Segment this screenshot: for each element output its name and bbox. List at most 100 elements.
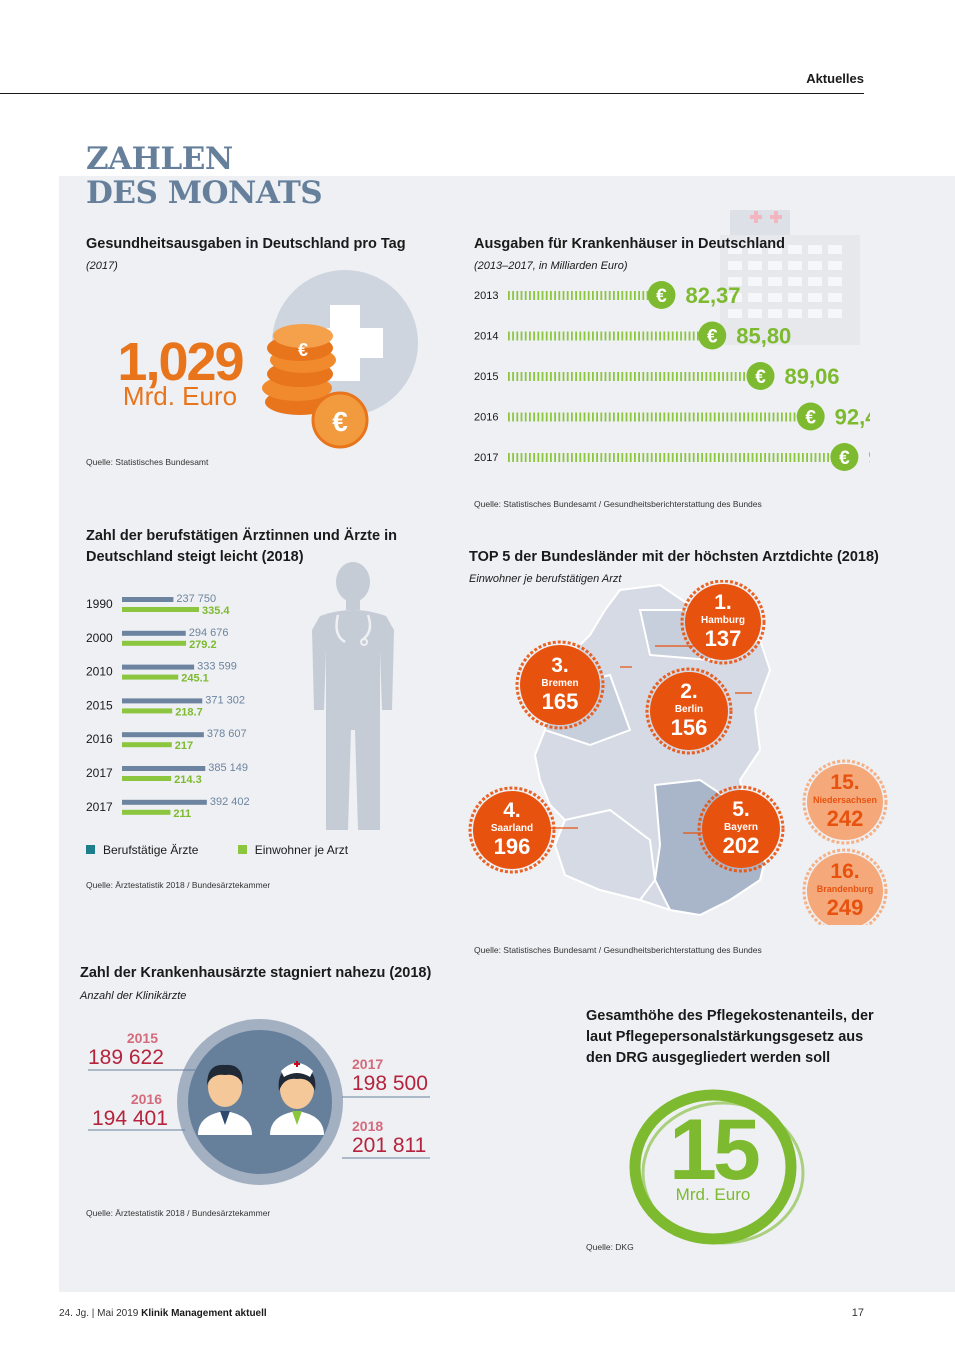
badge-name: Bremen bbox=[541, 678, 578, 689]
badge-value: 202 bbox=[723, 833, 760, 858]
hosp-bar bbox=[508, 412, 800, 422]
residents-value-label: 214.3 bbox=[174, 774, 202, 786]
section-label: Aktuelles bbox=[806, 71, 864, 86]
badge-rank: 16. bbox=[830, 860, 859, 883]
female-nurse-icon bbox=[270, 1061, 324, 1135]
hospital-spend-sub: (2013–2017, in Milliarden Euro) bbox=[474, 260, 628, 272]
badge-rank: 1. bbox=[714, 591, 732, 614]
euro-symbol-icon: € bbox=[755, 367, 766, 388]
euro-symbol-icon: € bbox=[805, 408, 816, 429]
health-spend-sub: (2017) bbox=[86, 260, 118, 272]
hosp-year-label: 2014 bbox=[474, 331, 498, 343]
residents-value-label: 335.4 bbox=[202, 605, 230, 617]
doctors-heading: Zahl der berufstätigen Ärztinnen und Ärz… bbox=[86, 526, 397, 568]
badge-rank: 2. bbox=[680, 680, 698, 703]
hosp-year-label: 2016 bbox=[474, 412, 498, 424]
badge-name: Brandenburg bbox=[817, 884, 874, 894]
residents-value-label: 245.1 bbox=[181, 673, 209, 685]
legend-swatch-residents bbox=[237, 845, 247, 854]
doctors-value-label: 333 599 bbox=[197, 661, 237, 673]
clinic-value-2015: 189 622 bbox=[88, 1046, 164, 1069]
male-doctor-icon bbox=[198, 1064, 252, 1135]
hosp-value-label: 85,80 bbox=[736, 324, 791, 349]
badge-rank: 4. bbox=[503, 799, 521, 822]
doctors-bar bbox=[122, 597, 174, 602]
health-spend-graphic: € € 1,029 Mrd. Euro bbox=[117, 270, 418, 449]
top5-sub: Einwohner je berufstätigen Arzt bbox=[469, 573, 622, 585]
doctors-value-label: 392 402 bbox=[210, 796, 250, 808]
doctors-year-label: 2000 bbox=[86, 631, 113, 645]
clinic-value-2016: 194 401 bbox=[92, 1107, 168, 1130]
hosp-value-label: 94,73 bbox=[868, 445, 870, 470]
title-line-2: DES MONATS bbox=[86, 175, 323, 211]
doctors-value-label: 385 149 bbox=[208, 762, 248, 774]
doctors-value-label: 378 607 bbox=[207, 728, 247, 740]
legend-label-residents: Einwohner je Arzt bbox=[254, 843, 349, 857]
badge-name: Hamburg bbox=[701, 615, 745, 626]
hosp-year-label: 2013 bbox=[474, 290, 498, 302]
badge-rank: 3. bbox=[551, 654, 569, 677]
care-ring bbox=[629, 1089, 797, 1245]
hosp-value-label: 92,45 bbox=[835, 405, 870, 430]
clinic-sub: Anzahl der Klinikärzte bbox=[80, 990, 187, 1002]
badge-value: 156 bbox=[671, 715, 708, 740]
residents-value-label: 217 bbox=[175, 740, 193, 752]
badge-name: Niedersachsen bbox=[813, 795, 877, 805]
doctors-bar bbox=[122, 799, 207, 805]
care-value: 15 bbox=[669, 1102, 759, 1198]
doctors-year-label: 1990 bbox=[86, 597, 113, 611]
badge-value: 242 bbox=[827, 806, 864, 831]
doctors-value-label: 237 750 bbox=[176, 593, 216, 605]
badge-value: 249 bbox=[827, 895, 864, 920]
doctors-bar bbox=[122, 766, 206, 771]
doctors-bar bbox=[122, 698, 203, 704]
clinic-year-2016: 2016 bbox=[131, 1091, 162, 1107]
health-spend-value: 1,029 bbox=[117, 332, 243, 392]
euro-symbol-icon: € bbox=[656, 286, 667, 307]
hospital-spend-chart: 2013 €82,37 2014 €85,80 2015 €89,06 2016 €92,45… bbox=[474, 281, 870, 471]
hosp-year-label: 2017 bbox=[474, 452, 498, 464]
doctors-year-label: 2015 bbox=[86, 698, 113, 712]
residents-bar bbox=[122, 708, 173, 714]
clinic-value-2017: 198 500 bbox=[352, 1072, 428, 1095]
doctors-year-label: 2017 bbox=[86, 766, 113, 780]
badge-value: 196 bbox=[494, 834, 531, 859]
clinic-circle-inner bbox=[188, 1030, 332, 1174]
doctors-heading-line-1: Zahl der berufstätigen Ärztinnen und Ärz… bbox=[86, 528, 397, 544]
care-source: Quelle: DKG bbox=[586, 1242, 634, 1252]
footer-issue: 24. Jg. | Mai 2019 bbox=[59, 1308, 139, 1319]
residents-value-label: 218.7 bbox=[175, 706, 203, 718]
health-spend-unit: Mrd. Euro bbox=[123, 381, 237, 411]
legend-label-doctors: Berufstätige Ärzte bbox=[103, 843, 199, 857]
euro-coin-icon bbox=[647, 281, 676, 309]
badge-name: Saarland bbox=[491, 823, 533, 834]
header-rule bbox=[0, 93, 864, 94]
clinic-year-2018: 2018 bbox=[352, 1118, 383, 1134]
doctors-source: Quelle: Ärztestatistik 2018 / Bundesärzt… bbox=[86, 880, 271, 890]
legend-swatch-doctors bbox=[86, 845, 95, 854]
doctors-year-label: 2010 bbox=[86, 665, 113, 679]
residents-bar bbox=[122, 742, 172, 748]
hospital-spend-heading: Ausgaben für Krankenhäuser in Deutschlan… bbox=[474, 236, 786, 252]
hosp-year-label: 2015 bbox=[474, 371, 498, 383]
residents-bar bbox=[122, 809, 171, 815]
clinic-connectors bbox=[88, 1069, 430, 1159]
page-title: ZAHLEN DES MONATS bbox=[86, 142, 323, 211]
top5-source: Quelle: Statistisches Bundesamt / Gesund… bbox=[474, 945, 762, 955]
residents-bar bbox=[122, 674, 179, 680]
hosp-bar bbox=[508, 331, 699, 341]
clinic-graphic: 2015 2016 2017 2018 189 622 194 401 198 … bbox=[88, 1019, 430, 1185]
care-heading: Gesamthöhe des Pflegekostenanteils, der … bbox=[586, 1006, 874, 1069]
hosp-value-label: 82,37 bbox=[685, 283, 740, 308]
page-number: 17 bbox=[851, 1307, 864, 1319]
footer-journal: Klinik Management aktuell bbox=[141, 1308, 267, 1319]
doctors-legend: Berufstätige Ärzte Einwohner je Arzt bbox=[86, 843, 348, 857]
hosp-bar bbox=[508, 453, 834, 462]
badge-value: 137 bbox=[705, 626, 742, 651]
